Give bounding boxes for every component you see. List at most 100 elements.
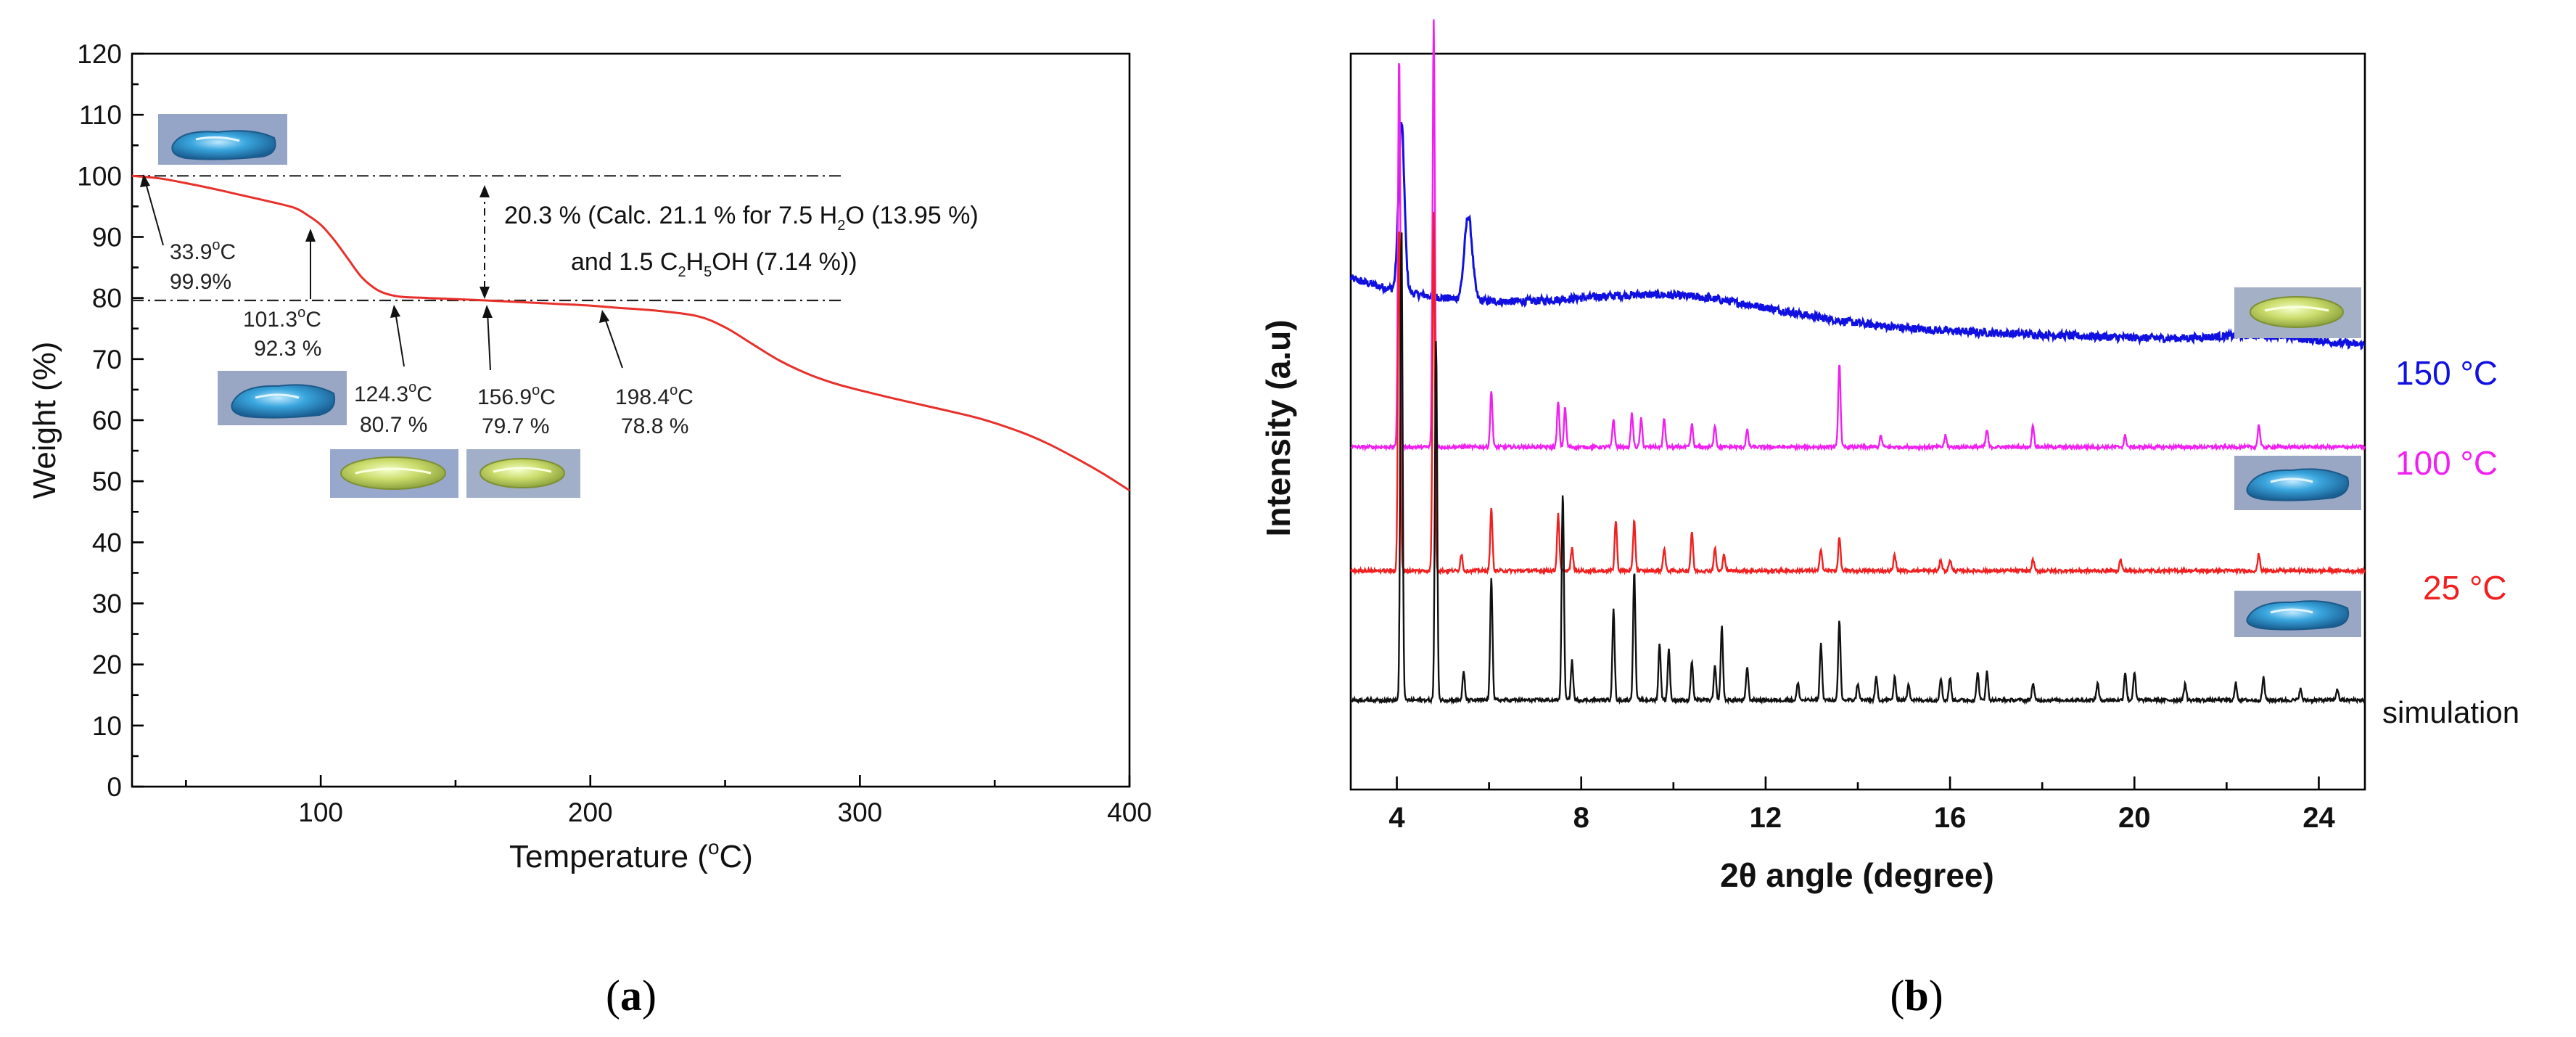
annotation-5-deg: o: [670, 382, 678, 398]
crystal-image-a4: [466, 449, 580, 498]
chart-a-annotation-5: 198.4oC 78.8 %: [599, 310, 694, 438]
annotation-4-unit: C: [540, 385, 556, 409]
chart-a-xlabel-main: Temperature (: [509, 839, 708, 874]
chart-a-xlabel-degree: o: [708, 836, 720, 858]
chart-a-xlabel-unit: C): [720, 839, 753, 874]
calc-line2-a: and 1.5 C: [571, 248, 678, 276]
chart-b-series-label-25: 25 °C: [2423, 569, 2507, 607]
chart-b-series-100-c: [1350, 19, 2366, 452]
chart-b-xtick-label: 8: [1573, 802, 1589, 834]
chart-b-axes-frame: [1349, 52, 2366, 791]
panel-label-a-letter: a: [620, 972, 642, 1020]
chart-b-xtick-label: 20: [2118, 802, 2151, 834]
calc-line2-c: OH (7.14 %)): [712, 248, 857, 276]
chart-b-ticks: [1396, 776, 2320, 790]
chart-b-series-simulation: [1349, 232, 2366, 705]
annotation-4-deg: o: [532, 382, 540, 398]
chart-a-ytick-label: 60: [92, 406, 122, 435]
chart-a-series-tga: [131, 174, 1130, 492]
chart-a-ytick-label: 40: [92, 528, 122, 557]
chart-a-ytick-label: 110: [79, 100, 122, 130]
chart-b-ylabel: Intensity (a.u): [1259, 319, 1297, 536]
chart-b-xtick-label: 16: [1934, 802, 1967, 834]
chart-b-series-label-simulation: simulation: [2382, 695, 2519, 729]
chart-b-series-25-c: [1350, 211, 2366, 576]
annotation-5-pct: 78.8 %: [621, 414, 688, 438]
chart-b-xlabel: 2θ angle (degree): [1720, 856, 1994, 894]
chart-a-tick-labels: 100 200 300 400 0 10 20 30 40 50 60 70 80 90 100 110 120: [77, 39, 1152, 827]
chart-b-xtick-label: 12: [1750, 802, 1782, 834]
calc-line1-a: 20.3 % (Calc. 21.1 % for 7.5 H: [504, 202, 837, 229]
annotation-1-deg: o: [212, 237, 220, 253]
calc-line2-b: H: [686, 248, 704, 276]
chart-a-calc-line2: and 1.5 C2H5OH (7.14 %)): [571, 248, 857, 280]
annotation-3-unit: C: [416, 382, 432, 406]
chart-a-xtick-label: 300: [838, 798, 883, 827]
calc-line1-sub-2: 2: [837, 218, 845, 234]
svg-text:101.3oC: 101.3oC: [243, 305, 321, 332]
chart-a-mass-loss-arrow: [480, 185, 490, 299]
chart-b: 4 8 12 16 20 24 150 °C 100 °C 25 °C simulatio…: [1259, 19, 2519, 894]
chart-b-series-group: [1349, 19, 2366, 705]
annotation-1-temp: 33.9: [170, 240, 212, 264]
annotation-2-pct: 92.3 %: [254, 337, 321, 361]
chart-b-xtick-label: 4: [1388, 802, 1405, 834]
svg-text:124.3oC: 124.3oC: [354, 380, 432, 406]
crystal-image-b1: [2234, 287, 2361, 338]
annotation-5-temp: 198.4: [615, 385, 670, 409]
annotation-4-pct: 79.7 %: [482, 414, 549, 438]
annotation-1-unit: C: [221, 240, 236, 264]
chart-b-series-150-c: [1349, 122, 2366, 351]
crystal-image-b3: [2234, 591, 2361, 637]
chart-a-xlabel: Temperature (oC): [509, 836, 753, 874]
crystal-image-a2: [218, 371, 347, 425]
annotation-2-deg: o: [297, 305, 305, 321]
chart-b-series-label-150: 150 °C: [2395, 354, 2498, 392]
chart-a-ytick-label: 20: [92, 650, 122, 680]
chart-a-ytick-label: 80: [92, 284, 122, 313]
chart-a-ytick-label: 0: [107, 772, 122, 802]
panel-label-a: (a): [606, 972, 657, 1020]
annotation-1-pct: 99.9%: [170, 270, 231, 294]
chart-b-xtick-label: 24: [2303, 802, 2335, 834]
chart-a-ytick-label: 50: [92, 467, 122, 496]
panel-label-b-letter: b: [1904, 972, 1928, 1020]
svg-text:33.9oC: 33.9oC: [170, 237, 236, 264]
calc-line2-sub-2: 2: [678, 264, 686, 280]
chart-a-annotation-4: 156.9oC 79.7 %: [477, 305, 556, 438]
chart-a-ytick-label: 120: [77, 39, 122, 69]
chart-a-ylabel: Weight (%): [27, 342, 62, 499]
chart-a-ytick-label: 100: [77, 161, 122, 191]
crystal-image-a1: [158, 114, 287, 165]
chart-a: 100 200 300 400 0 10 20 30 40 50 60 70 80 90 100 110 120…: [27, 39, 1152, 874]
crystal-image-b2: [2234, 456, 2361, 510]
chart-a-ytick-label: 30: [92, 589, 122, 619]
calc-line2-sub-5: 5: [704, 264, 712, 280]
panel-label-b: (b): [1890, 972, 1943, 1020]
chart-a-calc-line1: 20.3 % (Calc. 21.1 % for 7.5 H2O (13.95 …: [504, 202, 979, 234]
chart-a-ticks: [132, 52, 1131, 788]
svg-text:156.9oC: 156.9oC: [477, 382, 556, 409]
annotation-3-pct: 80.7 %: [360, 413, 427, 437]
crystal-image-a3: [330, 449, 458, 498]
chart-b-tick-labels: 4 8 12 16 20 24: [1388, 802, 2335, 834]
chart-b-series-label-100: 100 °C: [2395, 444, 2498, 482]
annotation-5-unit: C: [678, 385, 694, 409]
annotation-3-temp: 124.3: [354, 382, 408, 406]
chart-a-ytick-label: 10: [92, 711, 122, 741]
chart-a-ytick-label: 70: [92, 345, 122, 374]
chart-a-annotation-1: 33.9oC 99.9%: [140, 174, 236, 294]
chart-a-annotation-3: 124.3oC 80.7 %: [354, 305, 432, 437]
annotation-2-unit: C: [305, 308, 321, 332]
annotation-4-temp: 156.9: [477, 385, 532, 409]
annotation-2-temp: 101.3: [243, 308, 297, 332]
svg-text:198.4oC: 198.4oC: [615, 382, 694, 409]
chart-a-xtick-label: 100: [298, 798, 343, 827]
chart-a-xtick-label: 400: [1107, 798, 1152, 827]
calc-line1-b: O (13.95 %): [845, 202, 978, 229]
chart-a-annotation-2: 101.3oC 92.3 %: [243, 229, 321, 361]
chart-a-ytick-label: 90: [92, 223, 122, 253]
annotation-3-deg: o: [408, 380, 416, 395]
chart-a-xtick-label: 200: [568, 798, 613, 827]
